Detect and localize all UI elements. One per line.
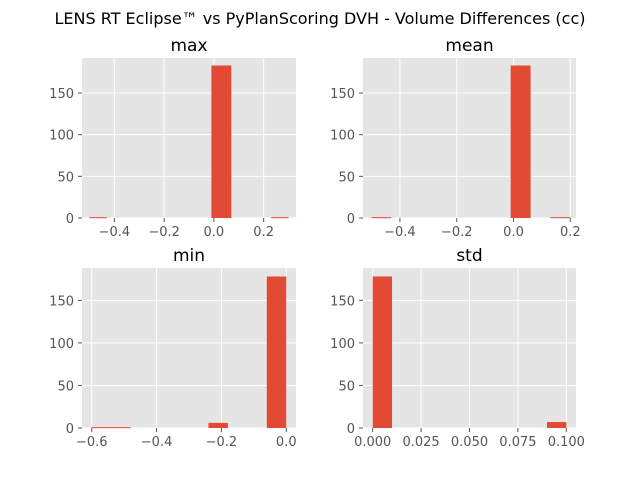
x-tick-label: 0.025 [402,435,439,450]
x-tick-label: 0.2 [253,225,274,240]
y-tick-label: 50 [57,170,74,185]
y-tick-label: 50 [338,379,355,394]
x-tick-label: 0.2 [560,225,581,240]
histogram-bar [372,276,393,428]
x-tick-label: −0.6 [76,435,108,450]
x-tick-label: −0.4 [99,225,131,240]
y-tick-label: 150 [330,294,355,309]
panel-title-min: min [173,246,205,266]
x-tick-label: −0.2 [206,435,238,450]
histogram-bar [211,65,232,218]
y-tick-label: 0 [66,422,74,437]
y-tick-label: 0 [347,212,355,227]
histogram-bar [266,276,287,428]
y-tick-label: 100 [330,337,355,352]
x-tick-label: 0.0 [204,225,225,240]
x-tick-label: 0.075 [499,435,536,450]
histogram-bar [371,217,392,219]
panel-std: 0.000 0.025 0.050 0.075 0.100 0 50 100 150 std [330,246,585,450]
x-tick-label: 0.0 [276,435,297,450]
panel-title-mean: mean [445,36,493,56]
y-tick-label: 150 [49,294,74,309]
x-tick-label: 0.100 [548,435,585,450]
histogram-bar [89,217,107,219]
panel-title-std: std [456,246,482,266]
y-tick-label: 100 [49,337,74,352]
histogram-bar [550,217,571,219]
x-tick-label: −0.4 [141,435,173,450]
figure-title: LENS RT Eclipse™ vs PyPlanScoring DVH - … [55,9,586,28]
histogram-bar [208,422,228,428]
y-tick-label: 0 [66,212,74,227]
histogram-bar [91,427,131,429]
plot-area-mean [363,58,576,218]
histogram-bar [510,65,531,218]
y-tick-label: 100 [49,129,74,144]
y-tick-label: 150 [49,87,74,102]
y-tick-label: 50 [338,170,355,185]
y-tick-label: 50 [57,379,74,394]
panel-title-max: max [170,36,207,56]
x-tick-label: −0.2 [148,225,180,240]
histogram-bar [546,422,567,428]
x-tick-label: 0.050 [451,435,488,450]
x-tick-label: 0.0 [503,225,524,240]
panel-min: −0.6 −0.4 −0.2 0.0 0 50 100 150 min [49,246,296,450]
x-tick-label: −0.2 [441,225,473,240]
x-tick-label: 0.000 [354,435,391,450]
plot-area-max [82,58,296,218]
panel-mean: −0.4 −0.2 0.0 0.2 0 50 100 150 mean [330,36,580,240]
y-tick-label: 0 [347,422,355,437]
y-tick-label: 100 [330,129,355,144]
panel-max: −0.4 −0.2 0.0 0.2 0 50 100 150 max [49,36,296,240]
histogram-bar [271,217,289,219]
x-tick-label: −0.4 [384,225,416,240]
plot-area-min [82,268,296,428]
histogram-panels: −0.4 −0.2 0.0 0.2 0 50 100 150 max −0.4 −0.2 0.0 0.2… [49,36,585,450]
y-tick-label: 150 [330,87,355,102]
